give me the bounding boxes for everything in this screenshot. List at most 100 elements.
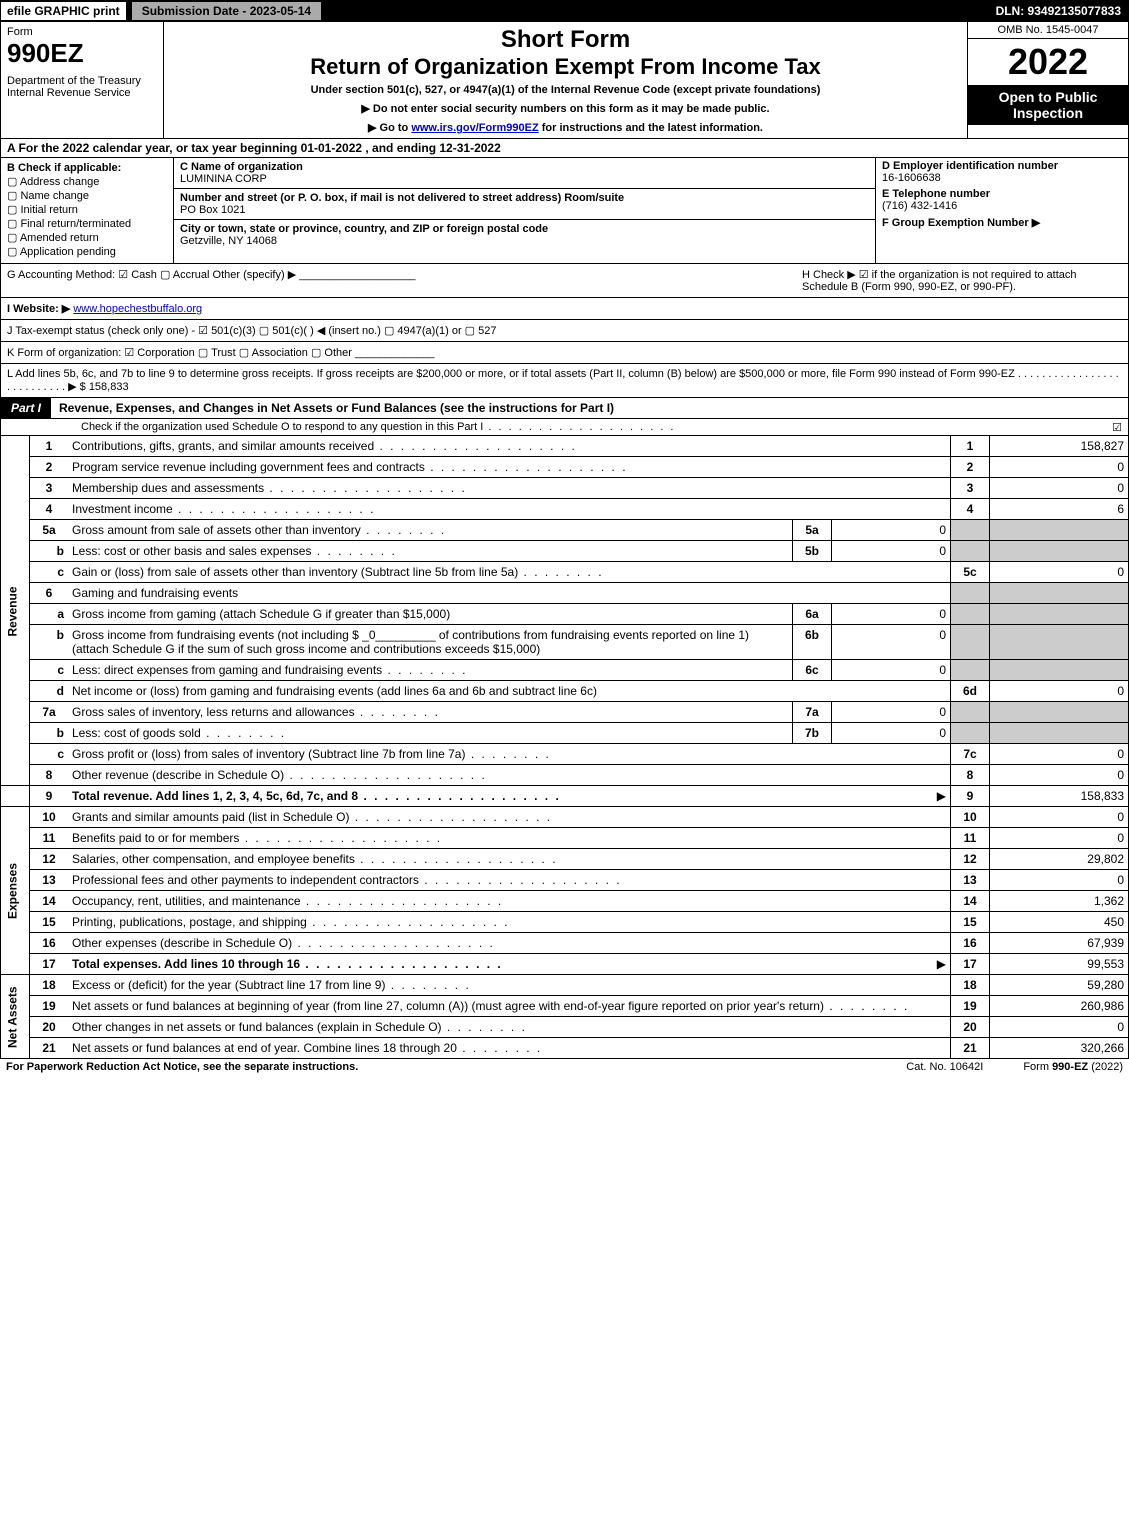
org-name: LUMININA CORP bbox=[180, 173, 267, 185]
chk-final-return[interactable]: Final return/terminated bbox=[7, 217, 167, 230]
ln6a-desc: Gross income from gaming (attach Schedul… bbox=[68, 604, 793, 625]
ln6b-shade1 bbox=[951, 625, 990, 660]
line-a: A For the 2022 calendar year, or tax yea… bbox=[0, 139, 1129, 158]
ln5b-inval: 0 bbox=[832, 541, 951, 562]
block-bcdef: B Check if applicable: Address change Na… bbox=[0, 158, 1129, 264]
part1-check[interactable]: ☑ bbox=[1112, 421, 1122, 434]
ln6a-shade2 bbox=[990, 604, 1129, 625]
ln12-rnum: 12 bbox=[951, 849, 990, 870]
ln7c-desc: Gross profit or (loss) from sales of inv… bbox=[68, 744, 951, 765]
ln6c-shade2 bbox=[990, 660, 1129, 681]
ln5a-shade1 bbox=[951, 520, 990, 541]
ln5a-innum: 5a bbox=[793, 520, 832, 541]
footer-right: Form 990-EZ (2022) bbox=[1023, 1061, 1123, 1073]
chk-name-change[interactable]: Name change bbox=[7, 189, 167, 202]
ln6b-num: b bbox=[30, 625, 69, 660]
ln6d-rnum: 6d bbox=[951, 681, 990, 702]
ln13-num: 13 bbox=[30, 870, 69, 891]
ln7a-inval: 0 bbox=[832, 702, 951, 723]
ln3-rnum: 3 bbox=[951, 478, 990, 499]
ln4-desc: Investment income bbox=[68, 499, 951, 520]
ln6b-inval: 0 bbox=[832, 625, 951, 660]
submission-date: Submission Date - 2023-05-14 bbox=[131, 1, 322, 21]
ln5b-shade2 bbox=[990, 541, 1129, 562]
b-header: B Check if applicable: bbox=[7, 162, 167, 174]
ln6d-desc: Net income or (loss) from gaming and fun… bbox=[68, 681, 951, 702]
short-form-title: Short Form bbox=[170, 26, 961, 54]
ln9-desc: Total revenue. Add lines 1, 2, 3, 4, 5c,… bbox=[72, 789, 561, 803]
ln1-desc: Contributions, gifts, grants, and simila… bbox=[68, 436, 951, 457]
ln5b-desc: Less: cost or other basis and sales expe… bbox=[68, 541, 793, 562]
ln6b-desc: Gross income from fundraising events (no… bbox=[68, 625, 793, 660]
ln7b-inval: 0 bbox=[832, 723, 951, 744]
form-label: Form bbox=[7, 26, 157, 38]
ln15-rnum: 15 bbox=[951, 912, 990, 933]
section-c: C Name of organization LUMININA CORP Num… bbox=[174, 158, 875, 263]
line-i: I Website: ▶ www.hopechestbuffalo.org bbox=[0, 298, 1129, 320]
ln11-rnum: 11 bbox=[951, 828, 990, 849]
chk-initial-return[interactable]: Initial return bbox=[7, 203, 167, 216]
website-link[interactable]: www.hopechestbuffalo.org bbox=[73, 303, 202, 315]
line-l: L Add lines 5b, 6c, and 7b to line 9 to … bbox=[0, 364, 1129, 398]
no-ssn: ▶ Do not enter social security numbers o… bbox=[170, 102, 961, 115]
ln6-shade1 bbox=[951, 583, 990, 604]
ln20-rnum: 20 bbox=[951, 1017, 990, 1038]
ln5a-num: 5a bbox=[30, 520, 69, 541]
form-number: 990EZ bbox=[7, 38, 157, 69]
ln17-desc-cell: Total expenses. Add lines 10 through 16 … bbox=[68, 954, 951, 975]
ln18-desc: Excess or (deficit) for the year (Subtra… bbox=[68, 975, 951, 996]
ln14-desc: Occupancy, rent, utilities, and maintena… bbox=[68, 891, 951, 912]
ln6b-shade2 bbox=[990, 625, 1129, 660]
footer-mid: Cat. No. 10642I bbox=[866, 1061, 1023, 1073]
footer-right-post: (2022) bbox=[1088, 1061, 1123, 1073]
ln19-num: 19 bbox=[30, 996, 69, 1017]
irs-link[interactable]: www.irs.gov/Form990EZ bbox=[411, 122, 538, 134]
dln: DLN: 93492135077833 bbox=[996, 4, 1129, 18]
i-prefix: I Website: ▶ bbox=[7, 303, 70, 315]
ln3-val: 0 bbox=[990, 478, 1129, 499]
ln7a-shade2 bbox=[990, 702, 1129, 723]
ln1-val: 158,827 bbox=[990, 436, 1129, 457]
ln19-desc: Net assets or fund balances at beginning… bbox=[68, 996, 951, 1017]
section-b: B Check if applicable: Address change Na… bbox=[1, 158, 174, 263]
form-header: Form 990EZ Department of the Treasury In… bbox=[0, 22, 1129, 139]
rev-end bbox=[1, 786, 30, 807]
ln14-rnum: 14 bbox=[951, 891, 990, 912]
f-label: F Group Exemption Number ▶ bbox=[882, 217, 1040, 229]
ln6a-inval: 0 bbox=[832, 604, 951, 625]
revenue-section-label: Revenue bbox=[1, 436, 30, 786]
ln18-val: 59,280 bbox=[990, 975, 1129, 996]
part1-tab: Part I bbox=[1, 398, 51, 418]
ln10-num: 10 bbox=[30, 807, 69, 828]
ln6-shade2 bbox=[990, 583, 1129, 604]
ln5b-shade1 bbox=[951, 541, 990, 562]
ln21-val: 320,266 bbox=[990, 1038, 1129, 1059]
ln21-num: 21 bbox=[30, 1038, 69, 1059]
ln5a-inval: 0 bbox=[832, 520, 951, 541]
ln14-val: 1,362 bbox=[990, 891, 1129, 912]
chk-address-change[interactable]: Address change bbox=[7, 175, 167, 188]
ln5a-shade2 bbox=[990, 520, 1129, 541]
lines-table: Revenue 1 Contributions, gifts, grants, … bbox=[0, 436, 1129, 1059]
chk-application-pending[interactable]: Application pending bbox=[7, 245, 167, 258]
ln7b-desc: Less: cost of goods sold bbox=[68, 723, 793, 744]
header-left: Form 990EZ Department of the Treasury In… bbox=[1, 22, 164, 138]
chk-amended-return[interactable]: Amended return bbox=[7, 231, 167, 244]
efile-print-button[interactable]: efile GRAPHIC print bbox=[0, 1, 127, 21]
ln6d-val: 0 bbox=[990, 681, 1129, 702]
ln12-num: 12 bbox=[30, 849, 69, 870]
department: Department of the Treasury Internal Reve… bbox=[7, 75, 157, 99]
topbar: efile GRAPHIC print Submission Date - 20… bbox=[0, 0, 1129, 22]
section-def: D Employer identification number16-16066… bbox=[875, 158, 1128, 263]
ln7a-innum: 7a bbox=[793, 702, 832, 723]
c-addr-label: Number and street (or P. O. box, if mail… bbox=[180, 192, 624, 204]
ln2-num: 2 bbox=[30, 457, 69, 478]
c-city-label: City or town, state or province, country… bbox=[180, 223, 548, 235]
ln18-num: 18 bbox=[30, 975, 69, 996]
d-label: D Employer identification number bbox=[882, 160, 1058, 172]
ln7c-num: c bbox=[30, 744, 69, 765]
ln19-rnum: 19 bbox=[951, 996, 990, 1017]
ln11-val: 0 bbox=[990, 828, 1129, 849]
ln5c-rnum: 5c bbox=[951, 562, 990, 583]
ln8-val: 0 bbox=[990, 765, 1129, 786]
